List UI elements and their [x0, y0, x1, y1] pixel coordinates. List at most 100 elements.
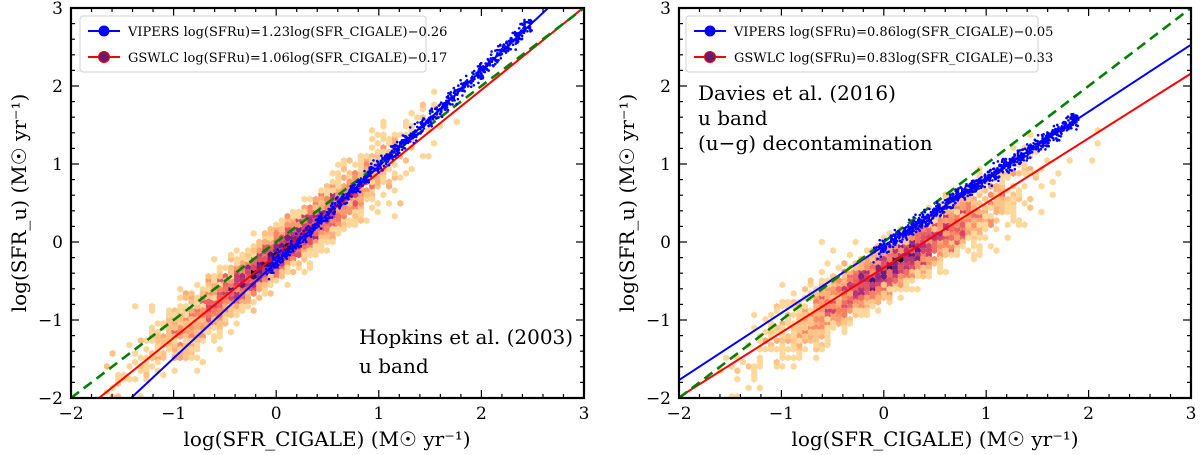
density-cell — [250, 247, 257, 255]
x-tick-label: 0 — [878, 404, 889, 424]
density-cell — [340, 208, 347, 216]
density-cell — [779, 350, 786, 357]
vipers-point — [511, 39, 514, 43]
density-cell — [762, 315, 769, 323]
vipers-point — [897, 229, 901, 233]
vipers-point — [357, 179, 360, 183]
vipers-point — [1063, 124, 1066, 127]
density-cell — [813, 341, 820, 349]
vipers-point — [1037, 150, 1040, 153]
vipers-point — [936, 202, 939, 205]
density-cell — [329, 225, 336, 233]
density-cell — [847, 307, 853, 315]
density-cell — [222, 264, 229, 272]
vipers-point — [1022, 154, 1025, 158]
vipers-point — [1071, 115, 1075, 119]
density-cell — [863, 281, 870, 289]
one-to-one-line — [71, 8, 584, 398]
density-cell — [211, 307, 218, 315]
vipers-point — [1051, 131, 1055, 135]
density-cell — [779, 324, 786, 332]
vipers-point — [486, 57, 490, 61]
vipers-point — [396, 144, 399, 148]
vipers-point — [473, 77, 476, 81]
vipers-point — [1057, 134, 1061, 138]
vipers-point — [458, 87, 461, 91]
density-cell — [959, 229, 966, 237]
density-cell — [1089, 157, 1096, 164]
density-cell — [295, 251, 302, 259]
density-cell — [908, 234, 915, 242]
density-cell — [773, 337, 780, 345]
vipers-point — [373, 167, 377, 171]
density-cell — [1021, 169, 1028, 177]
vipers-point — [330, 216, 334, 219]
vipers-point — [1028, 147, 1032, 150]
density-cell — [807, 328, 814, 336]
vipers-point — [910, 222, 913, 226]
vipers-point — [884, 244, 887, 247]
vipers-point — [352, 184, 356, 187]
vipers-point — [1017, 162, 1021, 165]
density-cell — [205, 298, 212, 306]
density-cell — [126, 362, 133, 370]
vipers-point — [1067, 125, 1070, 128]
vipers-point — [270, 268, 274, 272]
vipers-point — [1021, 148, 1025, 151]
vipers-point — [1065, 129, 1069, 132]
density-cell — [869, 281, 876, 289]
vipers-point — [1003, 166, 1006, 170]
vipers-point — [288, 246, 292, 250]
density-cell — [728, 392, 735, 398]
vipers-point — [277, 258, 281, 262]
vipers-point — [346, 193, 349, 197]
legend-marker-gswlc — [98, 51, 110, 63]
density-cell — [166, 311, 172, 319]
density-cell — [1015, 191, 1022, 199]
vipers-point — [277, 263, 280, 267]
density-cell — [987, 242, 994, 250]
vipers-point — [1003, 163, 1006, 166]
vipers-point — [276, 248, 279, 251]
density-cell — [987, 212, 994, 220]
vipers-point — [879, 250, 883, 254]
density-cell — [903, 255, 910, 263]
density-cell — [818, 238, 825, 246]
vipers-point — [472, 72, 475, 76]
vipers-point — [894, 233, 897, 236]
density-cell — [278, 272, 285, 280]
vipers-point — [930, 221, 933, 224]
vipers-point — [974, 186, 978, 190]
vipers-point — [971, 185, 974, 189]
vipers-point — [440, 115, 444, 119]
vipers-point — [930, 211, 934, 214]
vipers-point — [382, 164, 386, 168]
vipers-point — [938, 210, 942, 214]
density-cell — [875, 307, 882, 315]
density-cell — [284, 212, 291, 220]
vipers-point — [510, 36, 513, 40]
vipers-point — [311, 224, 315, 227]
density-cell — [813, 315, 820, 323]
vipers-point — [963, 197, 966, 200]
vipers-point — [290, 239, 293, 243]
vipers-point — [279, 261, 283, 264]
density-cell — [987, 204, 994, 212]
density-cell — [132, 350, 139, 357]
vipers-point — [1041, 135, 1044, 138]
x-tick-label: −2 — [58, 404, 83, 424]
vipers-point — [266, 264, 269, 268]
density-cell — [875, 285, 882, 293]
vipers-point — [372, 159, 375, 162]
y-tick-label: 2 — [660, 77, 671, 97]
density-cell — [982, 195, 989, 203]
vipers-point — [1006, 170, 1009, 173]
density-cell — [790, 345, 797, 353]
vipers-point — [419, 132, 422, 135]
vipers-point — [401, 148, 404, 152]
ticks — [678, 7, 1192, 399]
density-cell — [801, 324, 808, 332]
vipers-point — [503, 48, 506, 51]
density-cell — [942, 208, 949, 216]
density-cell — [290, 268, 297, 276]
